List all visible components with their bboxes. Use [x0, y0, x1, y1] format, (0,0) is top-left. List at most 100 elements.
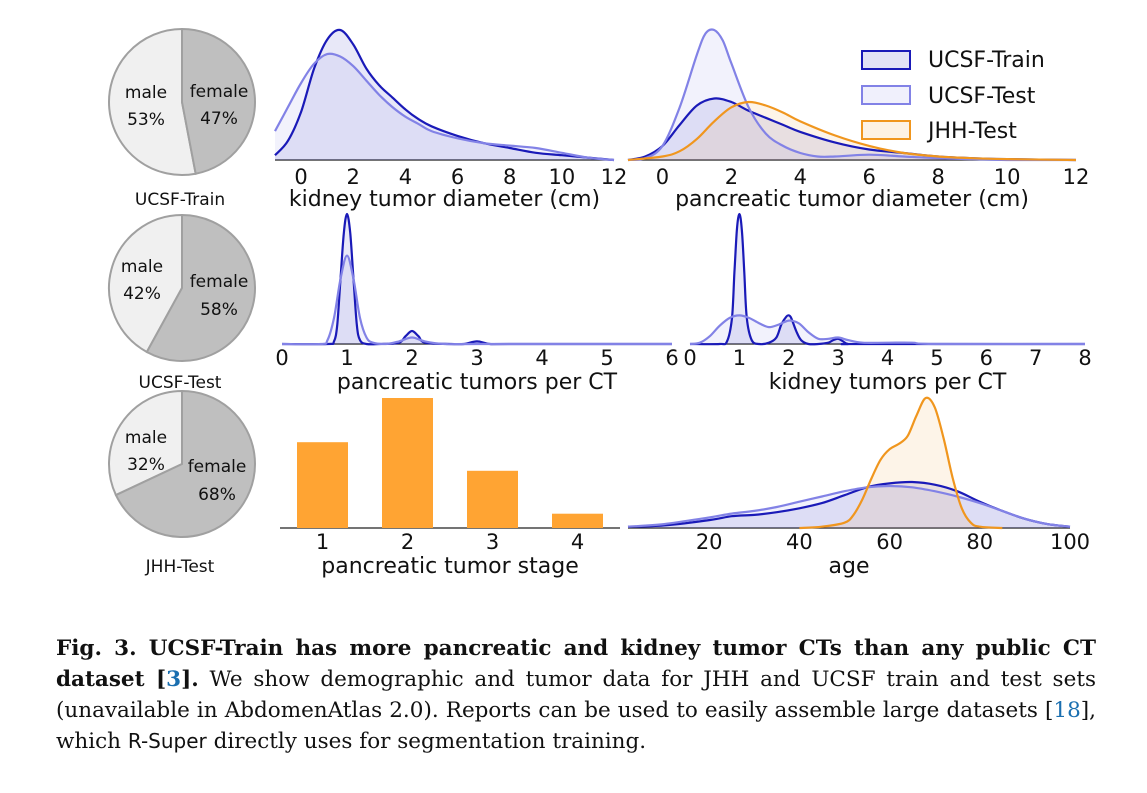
x-axis-label: pancreatic tumor diameter (cm) — [675, 187, 1029, 212]
x-tick-label: 0 — [275, 346, 288, 370]
legend-swatch-ucsf-test — [861, 85, 911, 105]
series-line-ucsf-test — [274, 52, 615, 162]
x-tick-label: 8 — [503, 165, 516, 189]
pie-ucsf-train-female-pct: 47% — [200, 109, 238, 129]
pie-ucsf-test-female-label: female — [190, 272, 249, 292]
series-area-jhh-test — [628, 101, 1076, 160]
pancreatic-tumors-per-ct-plot: pancreatic tumors per CT 0 1 2 3 4 5 6 — [275, 212, 679, 395]
bar-stage-4 — [552, 513, 603, 528]
series-line-jhh-test — [627, 100, 1077, 162]
series-area-ucsf-train — [275, 29, 614, 161]
series-line-jhh-test — [799, 396, 1003, 530]
x-tick-label: 4 — [535, 346, 548, 370]
x-tick-label: 4 — [794, 165, 807, 189]
pie-jhh-test-female-slice — [114, 389, 256, 538]
series-line-ucsf-train — [274, 28, 615, 162]
series-area-ucsf-test — [628, 29, 1076, 161]
series-area-ucsf-test — [628, 486, 1070, 528]
pie-jhh-test-male-slice — [108, 389, 183, 497]
kidney-diameter-plot: kidney tumor diameter (cm)0 2 4 6 8 10 12 — [274, 28, 628, 212]
x-tick-label: 0 — [656, 165, 669, 189]
figure-caption: Fig. 3. UCSF-Train has more pancreatic a… — [56, 633, 1096, 757]
pie-jhh-test-female-label: female — [188, 457, 247, 477]
kidney-tumors-per-ct-plot: kidney tumors per CT 0 1 2 3 4 5 6 7 8 — [683, 212, 1092, 395]
x-tick-label: 2 — [347, 165, 360, 189]
series-area-ucsf-test — [275, 53, 614, 161]
pie-ucsf-train-caption: UCSF-Train — [135, 190, 225, 210]
pie-jhh-test-female-pct: 68% — [198, 485, 236, 505]
bar-stage-2 — [382, 398, 433, 528]
pie-ucsf-test-female-pct: 58% — [200, 300, 238, 320]
x-tick-label: 100 — [1050, 530, 1090, 554]
legend-swatch-ucsf-train — [861, 50, 911, 70]
x-tick-label: 1 — [733, 346, 746, 370]
bar-stage-1 — [297, 442, 348, 528]
caption-lead: Fig. 3. UCSF-Train has more pancreatic a… — [56, 636, 1096, 692]
legend-label-ucsf-train: UCSF-Train — [928, 48, 1045, 73]
pancreatic-diameter-plot: pancreatic tumor diameter (cm)0 2 4 6 8 10 12 — [627, 28, 1090, 212]
x-tick-label: 2 — [401, 530, 414, 554]
caption-ref-3[interactable]: 3 — [166, 667, 182, 692]
pie-ucsf-test-male-slice — [108, 213, 183, 354]
pie-jhh-test-male-label: male — [125, 428, 167, 448]
series-line-ucsf-test — [689, 314, 1086, 346]
pie-ucsf-train-female-slice — [181, 27, 256, 175]
series-area-ucsf-test — [690, 315, 1085, 345]
legend-label-ucsf-test: UCSF-Test — [928, 84, 1036, 109]
x-tick-label: 2 — [782, 346, 795, 370]
x-tick-label: 10 — [994, 165, 1021, 189]
series-line-ucsf-test — [627, 28, 1077, 162]
x-axis-label: pancreatic tumor stage — [321, 554, 578, 579]
x-tick-label: 5 — [930, 346, 943, 370]
x-tick-label: 1 — [316, 530, 329, 554]
x-tick-label: 60 — [876, 530, 903, 554]
x-tick-label: 6 — [863, 165, 876, 189]
series-line-ucsf-test — [281, 254, 672, 346]
x-tick-label: 3 — [831, 346, 844, 370]
x-axis-label: kidney tumors per CT — [769, 370, 1007, 395]
pie-ucsf-test-female-slice — [145, 213, 256, 362]
pie-jhh-test-caption: JHH-Test — [145, 557, 215, 577]
pie-ucsf-train-male-pct: 53% — [127, 110, 165, 130]
series-area-ucsf-train — [628, 98, 1076, 160]
pie-ucsf-train-male-label: male — [125, 83, 167, 103]
x-tick-label: 80 — [966, 530, 993, 554]
x-tick-label: 4 — [399, 165, 412, 189]
legend: UCSF-Train UCSF-Test JHH-Test — [861, 48, 1045, 144]
caption-rsuper: R-Super — [127, 729, 207, 753]
x-tick-label: 2 — [725, 165, 738, 189]
legend-swatch-jhh-test — [861, 120, 911, 140]
x-tick-label: 5 — [600, 346, 613, 370]
x-tick-label: 3 — [486, 530, 499, 554]
figure: male 53% female 47% UCSF-Train male 42% … — [108, 27, 1092, 579]
x-tick-label: 6 — [451, 165, 464, 189]
pie-ucsf-train-female-label: female — [190, 82, 249, 102]
x-tick-label: 10 — [548, 165, 575, 189]
x-axis-label: kidney tumor diameter (cm) — [289, 187, 600, 212]
x-tick-label: 20 — [696, 530, 723, 554]
pie-ucsf-test: male 42% female 58% UCSF-Test — [108, 213, 256, 393]
caption-ref-18[interactable]: 18 — [1053, 698, 1081, 723]
x-tick-label: 6 — [980, 346, 993, 370]
pie-jhh-test: male 32% female 68% JHH-Test — [108, 389, 256, 577]
x-axis-label: age — [829, 554, 870, 579]
caption-body-1: We show demographic and tumor data for J… — [56, 667, 1096, 723]
x-tick-label: 0 — [294, 165, 307, 189]
x-tick-label: 7 — [1029, 346, 1042, 370]
x-tick-label: 12 — [601, 165, 628, 189]
x-tick-label: 4 — [881, 346, 894, 370]
x-tick-label: 4 — [571, 530, 584, 554]
x-tick-label: 8 — [1078, 346, 1091, 370]
pie-ucsf-test-caption: UCSF-Test — [139, 373, 222, 393]
pie-ucsf-test-male-label: male — [121, 257, 163, 277]
x-tick-label: 40 — [786, 530, 813, 554]
pie-ucsf-train: male 53% female 47% UCSF-Train — [108, 27, 256, 210]
pie-ucsf-train-male-slice — [108, 27, 197, 176]
x-tick-label: 0 — [683, 346, 696, 370]
caption-body-2: ], which — [56, 698, 1096, 754]
pie-jhh-test-male-pct: 32% — [127, 455, 165, 475]
x-tick-label: 12 — [1063, 165, 1090, 189]
caption-body-3: directly uses for segmentation training. — [206, 729, 647, 754]
x-tick-label: 6 — [665, 346, 678, 370]
